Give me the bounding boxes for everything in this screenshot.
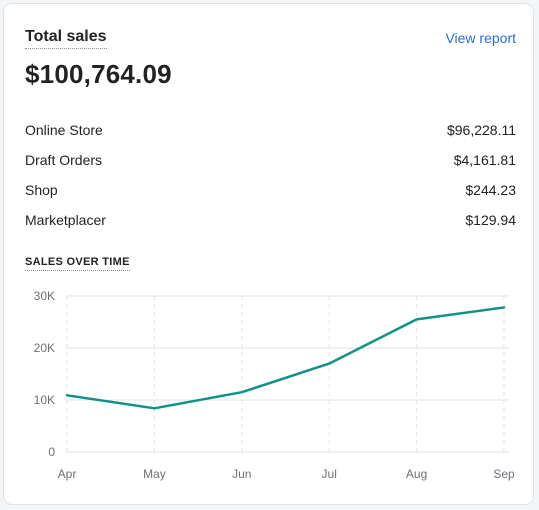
breakdown-value: $244.23 (465, 182, 516, 198)
y-tick-label: 30K (34, 289, 55, 303)
view-report-link[interactable]: View report (445, 30, 516, 46)
breakdown-row-online-store: Online Store $96,228.11 (25, 115, 516, 145)
breakdown-value: $96,228.11 (446, 122, 516, 138)
breakdown-row-draft-orders: Draft Orders $4,161.81 (25, 145, 516, 175)
total-sales-amount: $100,764.09 (25, 59, 172, 89)
breakdown-value: $129.94 (465, 212, 516, 228)
breakdown-label: Marketplacer (25, 212, 106, 228)
chart-title: SALES OVER TIME (25, 256, 130, 271)
breakdown-label: Draft Orders (25, 152, 103, 168)
sales-series-line (65, 306, 506, 410)
sales-breakdown-list: Online Store $96,228.11 Draft Orders $4,… (25, 115, 516, 235)
breakdown-value: $4,161.81 (453, 152, 516, 168)
x-tick-label: Jul (322, 467, 337, 481)
breakdown-label: Online Store (25, 122, 103, 138)
card-title: Total sales (25, 28, 107, 49)
x-tick-label: Aug (406, 467, 427, 481)
total-sales-card: Total sales View report $100,764.09 Onli… (3, 3, 534, 505)
y-tick-label: 0 (48, 445, 55, 459)
x-tick-label: Sep (493, 467, 515, 481)
breakdown-label: Shop (25, 182, 58, 198)
x-tick-label: Jun (232, 467, 251, 481)
y-tick-label: 10K (34, 393, 55, 407)
x-tick-label: May (143, 467, 166, 481)
breakdown-row-marketplacer: Marketplacer $129.94 (25, 205, 516, 235)
breakdown-row-shop: Shop $244.23 (25, 175, 516, 205)
x-tick-label: Apr (58, 467, 77, 481)
y-tick-label: 20K (34, 341, 55, 355)
sales-over-time-chart: 0 10K 20K 30K Apr May Jun Jul Aug Sep (34, 289, 515, 481)
